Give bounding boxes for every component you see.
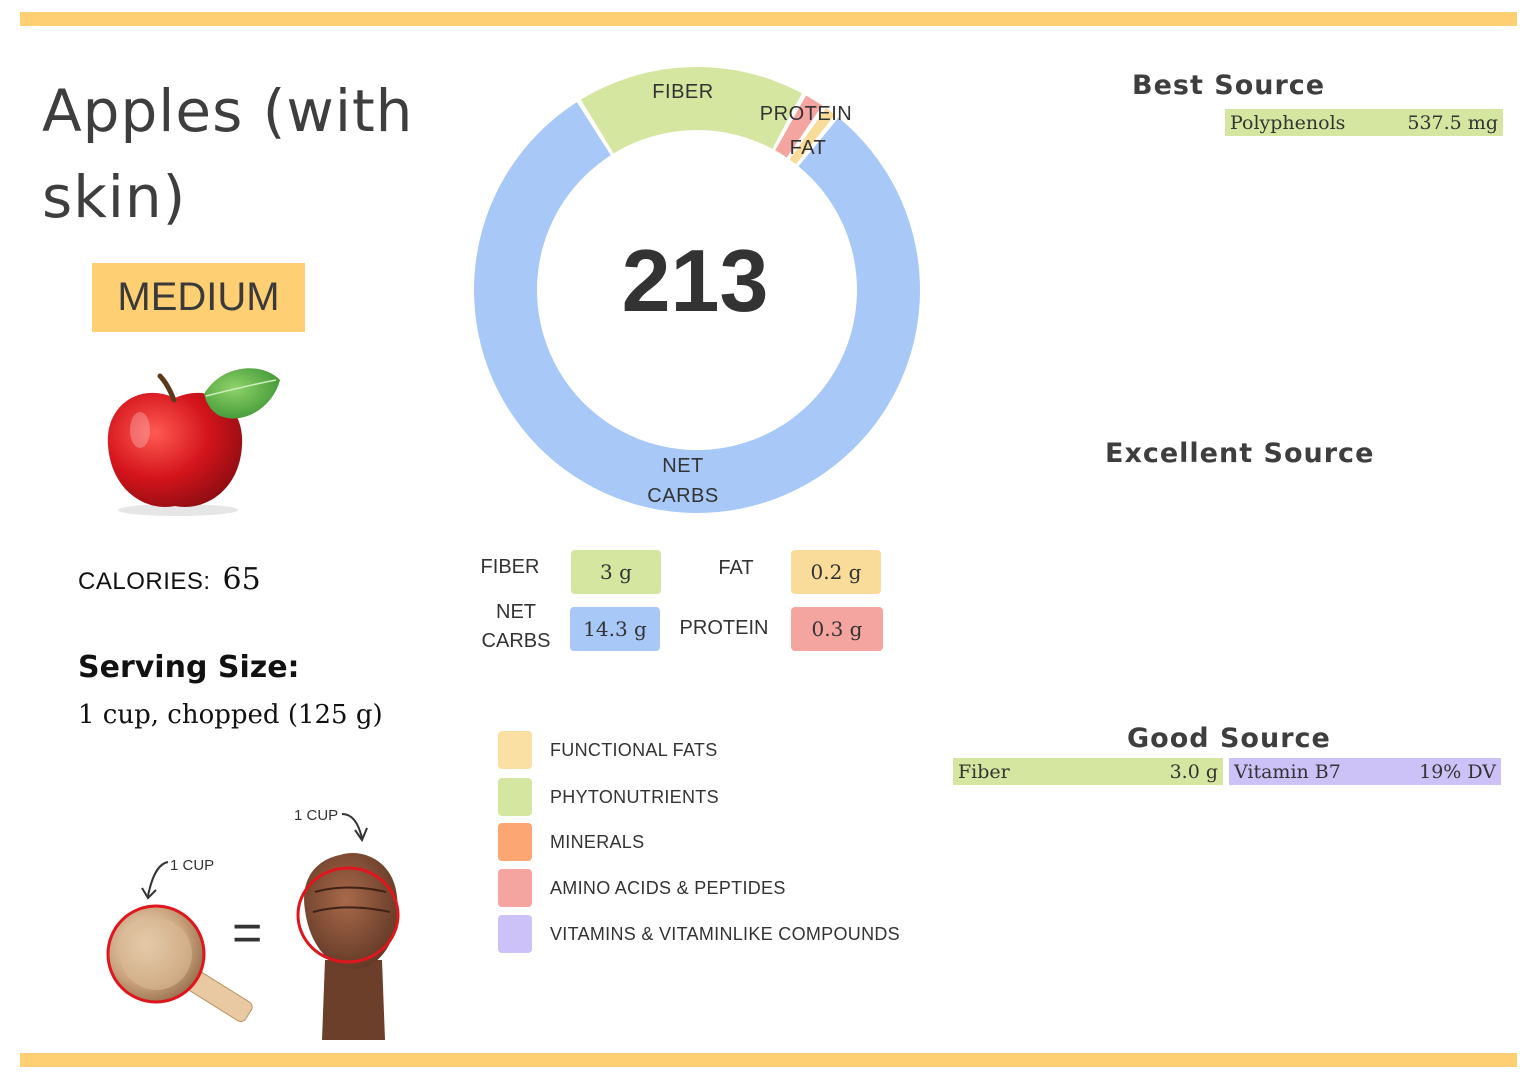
- serving-size-value: 1 cup, chopped (125 g): [78, 700, 383, 730]
- nutrient-value: 537.5 mg: [1407, 111, 1498, 134]
- donut-slice-fiber: [580, 67, 802, 154]
- legend-item-amino-acids: AMINO ACIDS & PEPTIDES: [498, 869, 786, 907]
- equals-sign: =: [232, 904, 262, 962]
- excellent-source-title: Excellent Source: [1105, 438, 1375, 469]
- legend-item-phytonutrients: PHYTONUTRIENTS: [498, 778, 719, 816]
- donut-slices: [473, 67, 920, 513]
- donut-label-net-carbs-line1: NET: [662, 455, 704, 477]
- cup-fist-illustration: 1 CUP = 1 CUP: [106, 807, 400, 1040]
- best-source-item-polyphenols: Polyphenols 537.5 mg: [1225, 109, 1503, 136]
- donut-label-net-carbs: NET CARBS: [630, 451, 736, 511]
- fist-label: 1 CUP: [294, 807, 338, 824]
- good-source-item-vitamin-b7: Vitamin B7 19% DV: [1229, 758, 1501, 785]
- legend-label-vitamins: VITAMINS & VITAMINLIKE COMPOUNDS: [550, 923, 900, 944]
- legend-label-minerals: MINERALS: [550, 831, 645, 852]
- legend-swatch-phytonutrients: [498, 778, 532, 816]
- macro-value-net-carbs: 14.3 g: [570, 607, 660, 651]
- legend-label-amino-acids: AMINO ACIDS & PEPTIDES: [550, 877, 786, 898]
- legend-item-minerals: MINERALS: [498, 823, 644, 861]
- best-source-title: Best Source: [1132, 70, 1326, 101]
- bottom-accent-bar: [20, 1053, 1517, 1067]
- food-title: Apples (with skin): [42, 77, 414, 231]
- calories-label: CALORIES:: [78, 568, 211, 595]
- macro-label-net-carbs-line2: CARBS: [481, 630, 551, 652]
- top-accent-bar: [20, 12, 1517, 26]
- size-badge: MEDIUM: [92, 263, 305, 332]
- legend-label-functional-fats: FUNCTIONAL FATS: [550, 739, 718, 760]
- donut-label-fat: FAT: [789, 137, 827, 159]
- legend-item-functional-fats: FUNCTIONAL FATS: [498, 731, 718, 769]
- donut-label-net-carbs-line2: CARBS: [647, 485, 719, 507]
- macro-label-fat: FAT: [718, 557, 754, 579]
- donut-label-protein: PROTEIN: [759, 103, 853, 125]
- nutrient-name: Vitamin B7: [1234, 760, 1341, 783]
- macro-label-net-carbs: NET CARBS: [470, 598, 562, 656]
- macro-donut-chart: [473, 67, 920, 513]
- legend-swatch-minerals: [498, 823, 532, 861]
- legend-swatch-functional-fats: [498, 731, 532, 769]
- donut-slice-fat: [789, 108, 835, 165]
- macro-value-protein: 0.3 g: [791, 607, 883, 651]
- calories: CALORIES: 65: [78, 562, 261, 597]
- calories-value: 65: [222, 562, 261, 597]
- donut-center-total: 213: [621, 231, 769, 330]
- good-source-title: Good Source: [1127, 723, 1331, 754]
- nutrient-name: Fiber: [958, 760, 1010, 783]
- nutrient-value: 3.0 g: [1169, 760, 1218, 783]
- macro-value-fiber: 3 g: [571, 550, 661, 594]
- good-source-item-fiber: Fiber 3.0 g: [953, 758, 1223, 785]
- nutrient-name: Polyphenols: [1230, 111, 1346, 134]
- donut-slice-net-carbs: [473, 102, 920, 513]
- macro-value-fat: 0.2 g: [791, 550, 881, 594]
- macro-label-fiber: FIBER: [480, 556, 540, 578]
- macro-label-protein: PROTEIN: [679, 617, 769, 639]
- donut-slice-protein: [775, 95, 823, 158]
- serving-size-title: Serving Size:: [78, 650, 300, 685]
- macro-label-net-carbs-line1: NET: [496, 601, 536, 623]
- cup-label: 1 CUP: [170, 857, 214, 874]
- legend-item-vitamins: VITAMINS & VITAMINLIKE COMPOUNDS: [498, 915, 900, 953]
- legend-swatch-amino-acids: [498, 869, 532, 907]
- legend-swatch-vitamins: [498, 915, 532, 953]
- nutrient-value: 19% DV: [1419, 760, 1496, 783]
- donut-label-fiber: FIBER: [652, 81, 714, 103]
- legend-label-phytonutrients: PHYTONUTRIENTS: [550, 786, 719, 807]
- apple-image: [107, 368, 280, 516]
